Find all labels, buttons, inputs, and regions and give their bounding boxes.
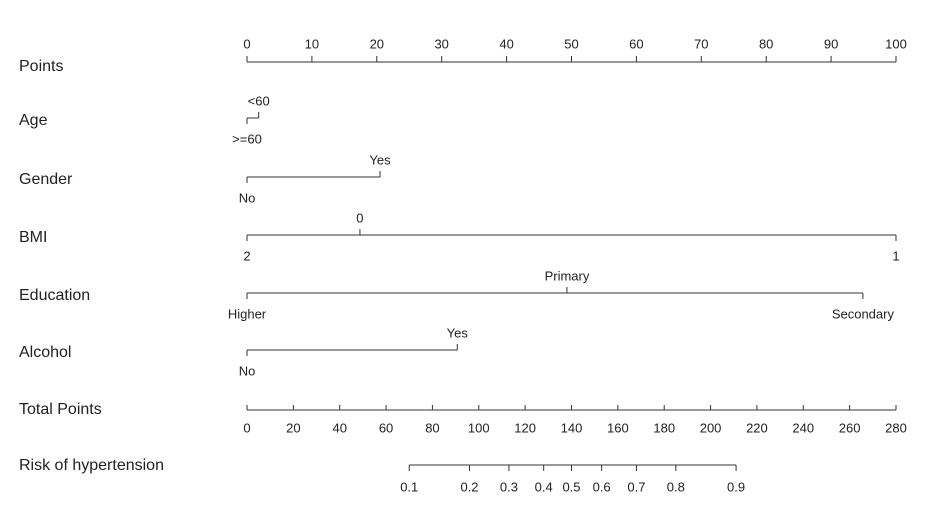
level-label: No [239,190,256,205]
tick-label: 100 [468,420,490,435]
level-label: Yes [369,152,391,167]
row-label: Gender [19,171,73,188]
tick-label: 80 [759,36,773,51]
tick-label: 260 [839,420,861,435]
row-label: Education [19,287,90,304]
level-label: No [239,363,256,378]
level-label: Yes [447,325,469,340]
row-label: Alcohol [19,344,71,361]
tick-label: 280 [885,420,907,435]
tick-label: 240 [792,420,814,435]
level-label: 2 [243,248,250,263]
level-label: <60 [248,93,270,108]
tick-label: 60 [379,420,393,435]
row-label: Total Points [19,401,102,418]
tick-label: 200 [700,420,722,435]
tick-label: 20 [370,36,384,51]
tick-label: 40 [332,420,346,435]
tick-label: 0.6 [593,479,611,494]
tick-label: 0 [243,36,250,51]
tick-label: 50 [564,36,578,51]
tick-label: 100 [885,36,907,51]
tick-label: 30 [434,36,448,51]
tick-label: 20 [286,420,300,435]
tick-label: 140 [561,420,583,435]
level-label: 1 [892,248,899,263]
level-label: >=60 [232,131,262,146]
level-label: Higher [228,306,267,321]
row-label: BMI [19,229,47,246]
tick-label: 40 [499,36,513,51]
tick-label: 0.4 [535,479,553,494]
tick-label: 0.2 [460,479,478,494]
tick-label: 180 [653,420,675,435]
tick-label: 0.9 [727,479,745,494]
tick-label: 60 [629,36,643,51]
tick-label: 0 [243,420,250,435]
level-label: Secondary [832,306,895,321]
tick-label: 0.3 [500,479,518,494]
row-label: Risk of hypertension [19,457,164,474]
tick-label: 0.5 [562,479,580,494]
tick-label: 160 [607,420,629,435]
level-label: 0 [356,210,363,225]
tick-label: 220 [746,420,768,435]
tick-label: 0.7 [627,479,645,494]
row-label: Age [19,112,48,129]
tick-label: 120 [514,420,536,435]
level-label: Primary [545,268,590,283]
tick-label: 90 [824,36,838,51]
row-label: Points [19,58,63,75]
tick-label: 0.1 [400,479,418,494]
tick-label: 10 [305,36,319,51]
tick-label: 80 [425,420,439,435]
tick-label: 70 [694,36,708,51]
tick-label: 0.8 [667,479,685,494]
